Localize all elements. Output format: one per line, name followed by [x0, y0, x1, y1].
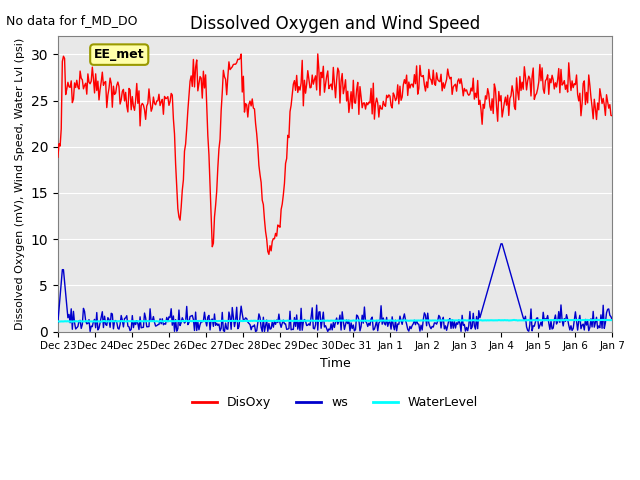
Title: Dissolved Oxygen and Wind Speed: Dissolved Oxygen and Wind Speed — [190, 15, 480, 33]
Legend: DisOxy, ws, WaterLevel: DisOxy, ws, WaterLevel — [187, 391, 483, 414]
Y-axis label: Dissolved Oxygen (mV), Wind Speed, Water Lvl (psi): Dissolved Oxygen (mV), Wind Speed, Water… — [15, 37, 25, 330]
Text: No data for f_MD_DO: No data for f_MD_DO — [6, 14, 138, 27]
Text: EE_met: EE_met — [94, 48, 145, 61]
X-axis label: Time: Time — [319, 357, 350, 370]
